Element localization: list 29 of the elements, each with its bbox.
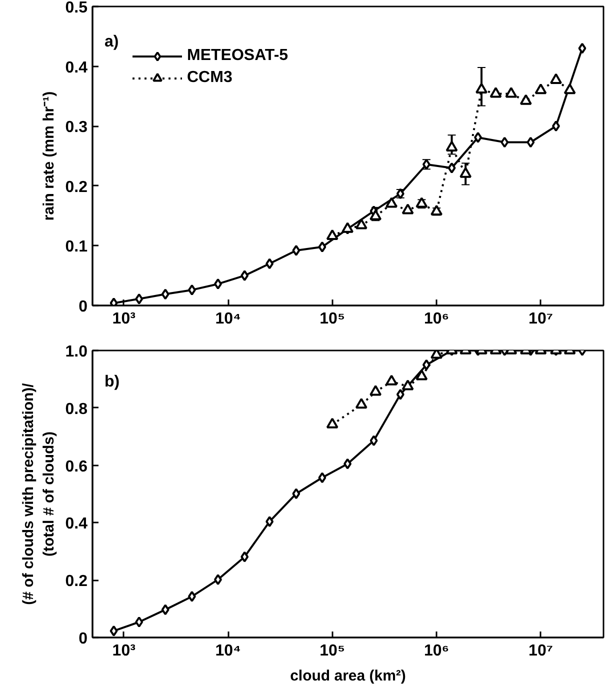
y-tick-label: 0.2 <box>65 573 88 590</box>
annotation: a) <box>104 34 119 50</box>
y-tick-label: 0 <box>78 630 88 648</box>
y-tick-label: 0.1 <box>65 238 88 256</box>
x-tick-label: 10³ <box>112 310 136 328</box>
x-tick-label: 10⁵ <box>320 642 345 660</box>
x-tick-label: 10⁷ <box>528 642 553 660</box>
y-tick-label: 0.2 <box>65 178 88 196</box>
y-tick-label: 0.6 <box>65 458 88 476</box>
y-tick-label: 0.4 <box>65 59 88 76</box>
x-tick-label: 10³ <box>112 642 136 660</box>
x-tick-label: 10⁴ <box>215 642 242 660</box>
x-tick-label: 10⁷ <box>528 310 553 328</box>
y-tick-label: 1.0 <box>65 344 88 360</box>
x-tick-label: 10⁴ <box>215 310 242 328</box>
x-tick-label: 10⁵ <box>320 310 345 328</box>
y-tick-label: 0.8 <box>65 400 88 418</box>
y-axis-title: rain rate (mm hr⁻¹) <box>40 91 58 221</box>
y-axis-title: (# of clouds with precipitation)/ (total # of clouds) <box>20 382 58 605</box>
y-tick-label: 0 <box>78 298 88 316</box>
y-tick-label: 0.5 <box>65 0 88 16</box>
legend-label: CCM3 <box>187 69 232 87</box>
x-tick-label: 10⁶ <box>424 310 450 328</box>
y-tick-label: 0.3 <box>65 119 88 136</box>
legend-label: METEOSAT-5 <box>187 47 288 65</box>
x-axis-title: cloud area (km²) <box>290 668 406 684</box>
y-tick-label: 0.4 <box>65 516 88 533</box>
annotation: b) <box>104 374 120 390</box>
x-tick-label: 10⁶ <box>424 642 450 660</box>
